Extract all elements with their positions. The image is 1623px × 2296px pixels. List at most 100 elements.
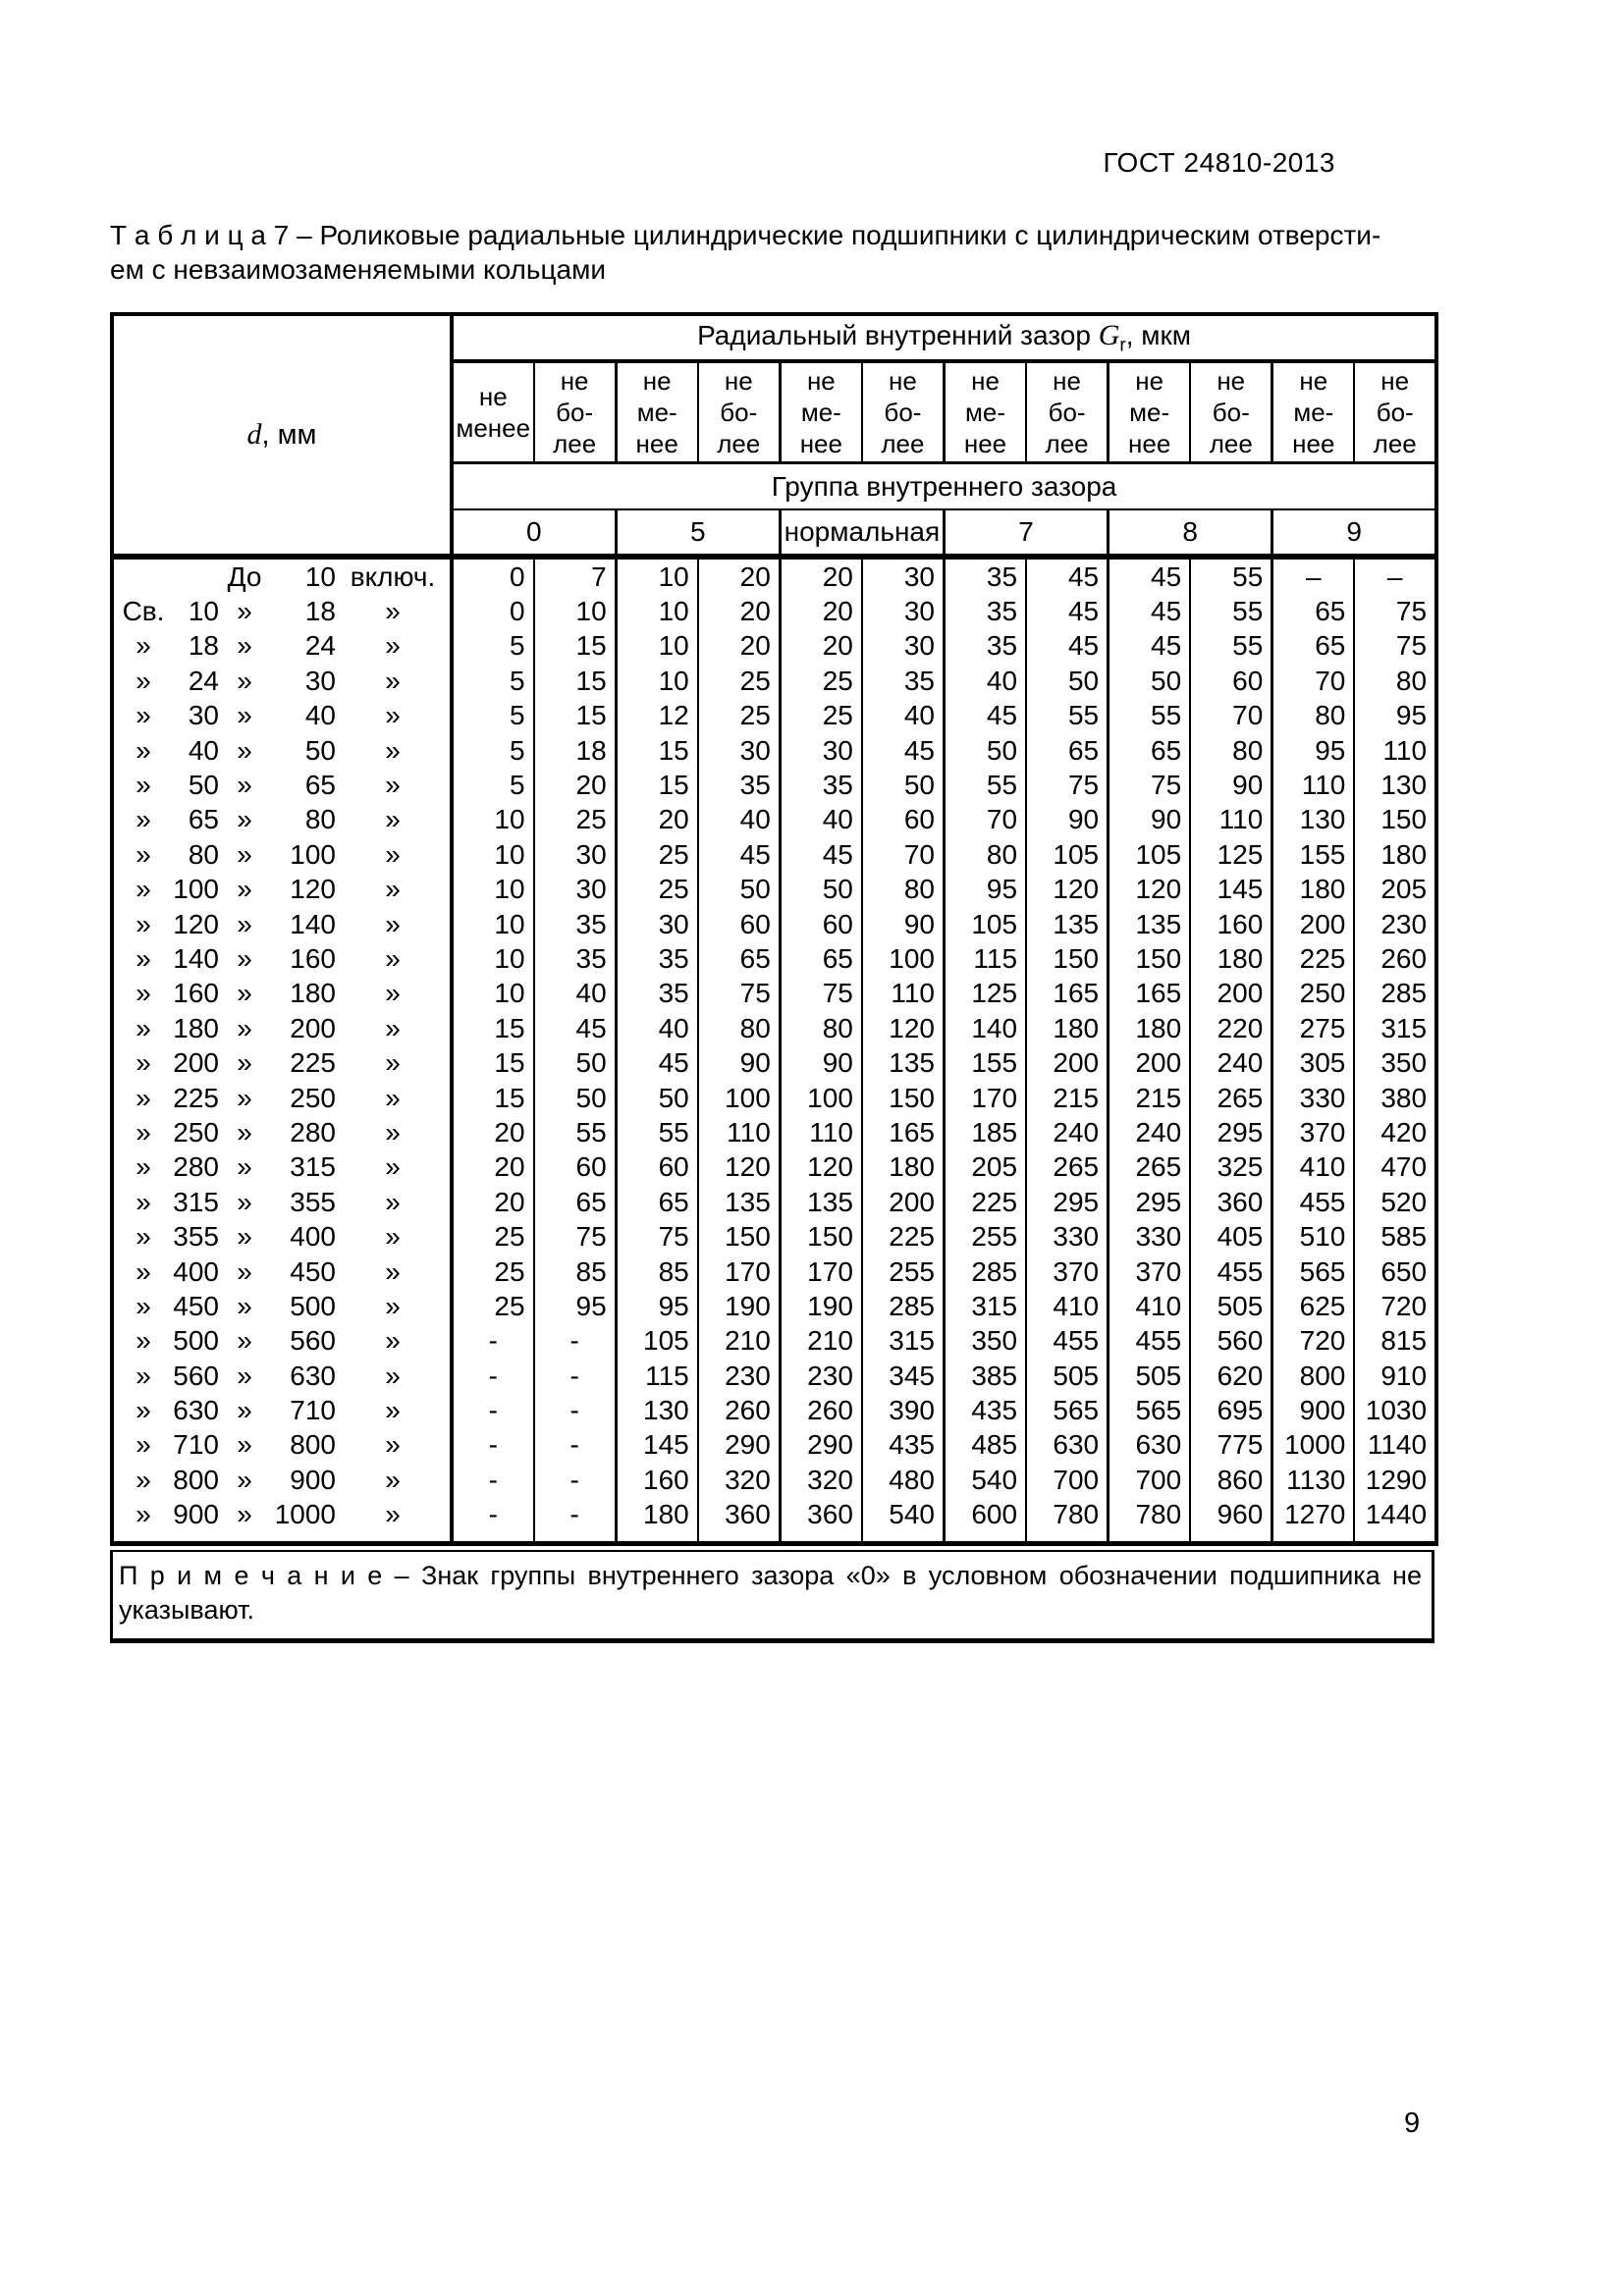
d-range: » 315 » 355 » (114, 1185, 450, 1219)
value-cell (942, 1531, 1027, 1544)
value-cell: 45 (1107, 628, 1191, 665)
value-cell: 180 (1271, 872, 1355, 907)
value-cell: 55 (1107, 698, 1191, 733)
d-range: » 400 » 450 » (114, 1255, 450, 1289)
value-cell: 520 (1353, 1185, 1437, 1220)
d-range-cell: » 65 » 80 » (111, 802, 454, 838)
value-cell: 15 (614, 768, 698, 803)
d-range-part: До (227, 561, 262, 592)
d-range-part: » (135, 734, 151, 766)
value-cell: 135 (778, 1185, 862, 1220)
value-cell: 15 (451, 1011, 534, 1046)
d-range: » 450 » 500 » (114, 1289, 450, 1323)
value-cell: 25 (614, 872, 698, 907)
value-cell: 120 (778, 1149, 862, 1186)
value-cell: 455 (1271, 1185, 1355, 1220)
value-cell: 630 (1025, 1427, 1109, 1464)
value-cell: 345 (860, 1358, 945, 1394)
value-cell: 20 (451, 1115, 534, 1150)
value-cell: 20 (451, 1185, 534, 1220)
d-range-part: » (135, 1151, 151, 1183)
value-cell: 180 (1353, 837, 1437, 873)
value-cell: 15 (532, 628, 617, 665)
value-cell: 200 (1025, 1045, 1109, 1081)
value-cell: 85 (532, 1254, 617, 1290)
d-range-cell: » 560 » 630 » (111, 1358, 454, 1394)
value-cell: 0 (451, 594, 534, 629)
value-cell: 150 (778, 1219, 862, 1255)
value-cell: 1140 (1353, 1427, 1437, 1464)
value-cell: 230 (1353, 906, 1437, 942)
value-cell: 35 (532, 941, 617, 977)
value-cell: 20 (532, 768, 617, 803)
value-cell: 5 (451, 732, 534, 769)
d-range-part: » (385, 1186, 401, 1217)
value-cell: 35 (778, 768, 862, 803)
value-cell: - (532, 1427, 617, 1464)
d-range-part: » (385, 770, 401, 801)
value-cell: 45 (696, 837, 781, 873)
d-range-part: » (135, 838, 151, 870)
doc-code: ГОСТ 24810-2013 (1103, 147, 1335, 178)
table-container: d, мм Радиальный внутренний зазор Gr, мк… (110, 312, 1439, 1643)
table-row: » 18 » 24 » 5 15 10 20 20 30 35 45 45 55… (111, 628, 1437, 665)
value-cell: 75 (1107, 768, 1191, 803)
table-row: » 355 » 400 » 25 75 75 150 150 225 255 3… (111, 1219, 1437, 1255)
d-range-part: » (135, 1012, 151, 1043)
value-cell: 910 (1353, 1358, 1437, 1394)
value-cell (1025, 1531, 1109, 1544)
table-row: » 120 » 140 » 10 35 30 60 60 90 105 135 … (111, 906, 1437, 942)
value-cell: 350 (942, 1323, 1027, 1359)
value-cell: 150 (1107, 941, 1191, 977)
value-cell: 55 (942, 768, 1027, 803)
value-cell: 330 (1025, 1219, 1109, 1255)
d-range-cell: До 10 включ. (111, 557, 454, 595)
d-range-part: 355 (290, 1186, 336, 1217)
value-cell: 5 (451, 628, 534, 665)
value-cell: 105 (1025, 837, 1109, 873)
value-cell: 35 (860, 664, 945, 699)
page-number: 9 (1404, 2108, 1421, 2139)
d-range-part: 450 (173, 1290, 219, 1321)
radial-suffix: , мкм (1125, 319, 1192, 350)
d-range-part: » (135, 1360, 151, 1391)
value-cell: 30 (532, 837, 617, 873)
value-cell: 260 (696, 1393, 781, 1428)
value-cell: 25 (778, 698, 862, 733)
d-range-cell: » 100 » 120 » (111, 872, 454, 907)
value-cell: 240 (1107, 1115, 1191, 1150)
d-range-part: » (135, 1429, 151, 1461)
table-row: » 450 » 500 » 25 95 95 190 190 285 315 4… (111, 1289, 1437, 1324)
value-cell: 485 (942, 1427, 1027, 1464)
value-cell: 20 (696, 628, 781, 665)
d-range-part: 560 (173, 1360, 219, 1391)
table-row: » 560 » 630 » - - 115 230 230 345 385 50… (111, 1358, 1437, 1394)
d-range-part: 100 (290, 838, 336, 870)
d-range-part: » (135, 1499, 151, 1530)
value-cell: 10 (614, 557, 698, 595)
value-cell (696, 1531, 781, 1544)
d-range: » 900 » 1000 » (114, 1498, 450, 1532)
value-cell: 410 (1271, 1149, 1355, 1186)
value-cell: 150 (1353, 802, 1437, 838)
d-range-cell: » 500 » 560 » (111, 1323, 454, 1359)
value-cell: 40 (532, 976, 617, 1012)
value-cell: 295 (1025, 1185, 1109, 1220)
value-cell (860, 1531, 945, 1544)
value-cell: 120 (1025, 872, 1109, 907)
value-cell: 40 (696, 802, 781, 838)
col-header: не менее (451, 361, 534, 464)
value-cell: 815 (1353, 1323, 1437, 1359)
table-title: Т а б л и ц а 7 – Роликовые радиальные ц… (110, 218, 1437, 287)
d-range-part: Св. (122, 596, 165, 627)
d-range-cell: » 400 » 450 » (111, 1254, 454, 1290)
value-cell: 25 (696, 664, 781, 699)
value-cell: 45 (614, 1045, 698, 1081)
d-range: » 225 » 250 » (114, 1081, 450, 1115)
value-cell: 110 (1271, 768, 1355, 803)
value-cell (532, 1531, 617, 1544)
header-row-top: d, мм Радиальный внутренний зазор Gr, мк… (112, 314, 1437, 560)
table-row: » 250 » 280 » 20 55 55 110 110 165 185 2… (111, 1115, 1437, 1150)
value-cell: 200 (1271, 906, 1355, 942)
table-row: » 280 » 315 » 20 60 60 120 120 180 205 2… (111, 1149, 1437, 1186)
